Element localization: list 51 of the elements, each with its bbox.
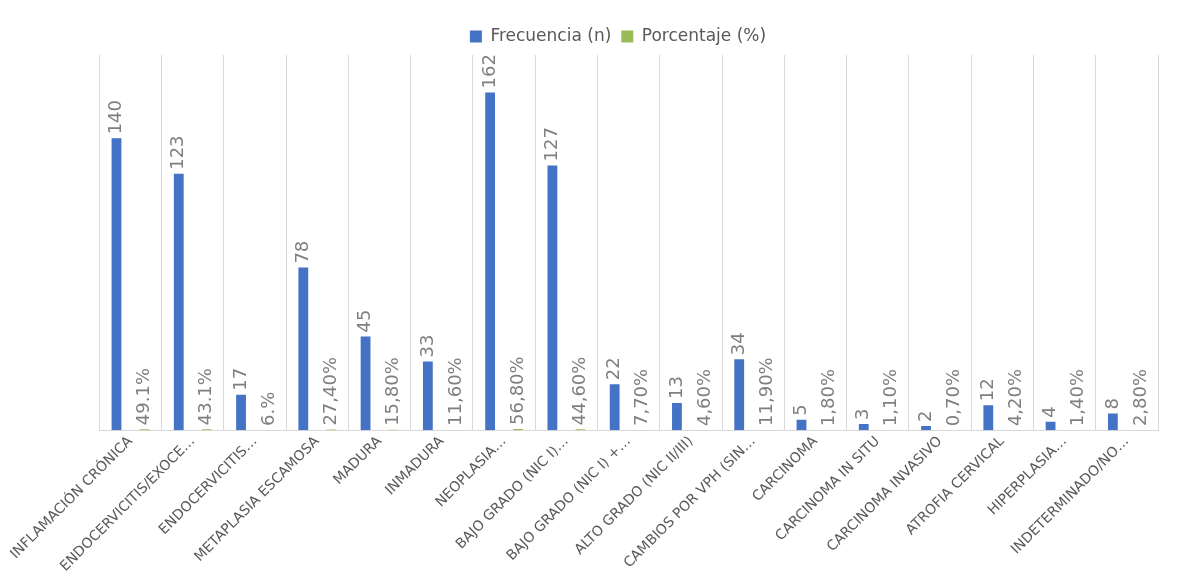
- bar: [1107, 413, 1118, 431]
- data-label: 15,80%: [381, 357, 403, 426]
- data-label: 127: [540, 127, 562, 162]
- data-label: 44,60%: [568, 356, 590, 426]
- data-label: 78: [290, 240, 312, 264]
- data-label: 7,70%: [630, 368, 652, 427]
- data-label: 49.1%: [132, 367, 154, 426]
- bar: [111, 138, 122, 431]
- data-label: 2: [913, 410, 935, 422]
- legend-label: Frecuencia (n): [490, 24, 612, 45]
- data-label: 140: [104, 100, 126, 135]
- data-label: 123: [166, 135, 188, 170]
- data-label: 34: [726, 332, 748, 356]
- data-label: 17: [228, 367, 250, 391]
- bar: [547, 165, 558, 431]
- bar: [672, 403, 682, 431]
- bar: [298, 267, 309, 431]
- legend-label: Porcentaje (%): [641, 24, 767, 45]
- data-label: 162: [477, 54, 499, 89]
- data-label: 33: [415, 334, 437, 358]
- bar: [921, 426, 931, 431]
- data-label: 4,60%: [692, 368, 714, 427]
- data-label: 5: [789, 404, 811, 416]
- data-label: 11,60%: [443, 357, 465, 426]
- data-label: 12: [975, 378, 997, 402]
- data-label: 1,40%: [1066, 368, 1088, 427]
- bar: [360, 336, 371, 431]
- data-label: 27,40%: [319, 356, 340, 426]
- data-label: 45: [353, 309, 375, 333]
- data-label: 6.%: [256, 391, 278, 427]
- data-label: 13: [664, 376, 686, 400]
- data-label: 22: [602, 357, 624, 381]
- bar: [173, 173, 184, 431]
- data-label: 4: [1038, 406, 1060, 418]
- bar: [609, 384, 620, 431]
- data-label: 2,80%: [1128, 368, 1150, 427]
- bar: [485, 92, 496, 431]
- data-label: 3: [851, 408, 873, 420]
- data-label: 43.1%: [194, 368, 216, 426]
- bar: [422, 361, 433, 431]
- bar: [236, 394, 246, 431]
- bar: [983, 405, 994, 431]
- data-label: 0,70%: [941, 368, 963, 427]
- data-label: 11,90%: [754, 357, 776, 426]
- data-label: 1,80%: [817, 368, 839, 427]
- data-label: 1,10%: [879, 368, 901, 427]
- bar: [734, 359, 745, 431]
- data-label: 4,20%: [1004, 368, 1025, 427]
- data-label: 8: [1100, 398, 1122, 410]
- data-label: 56,80%: [505, 356, 527, 425]
- bar: [858, 423, 869, 431]
